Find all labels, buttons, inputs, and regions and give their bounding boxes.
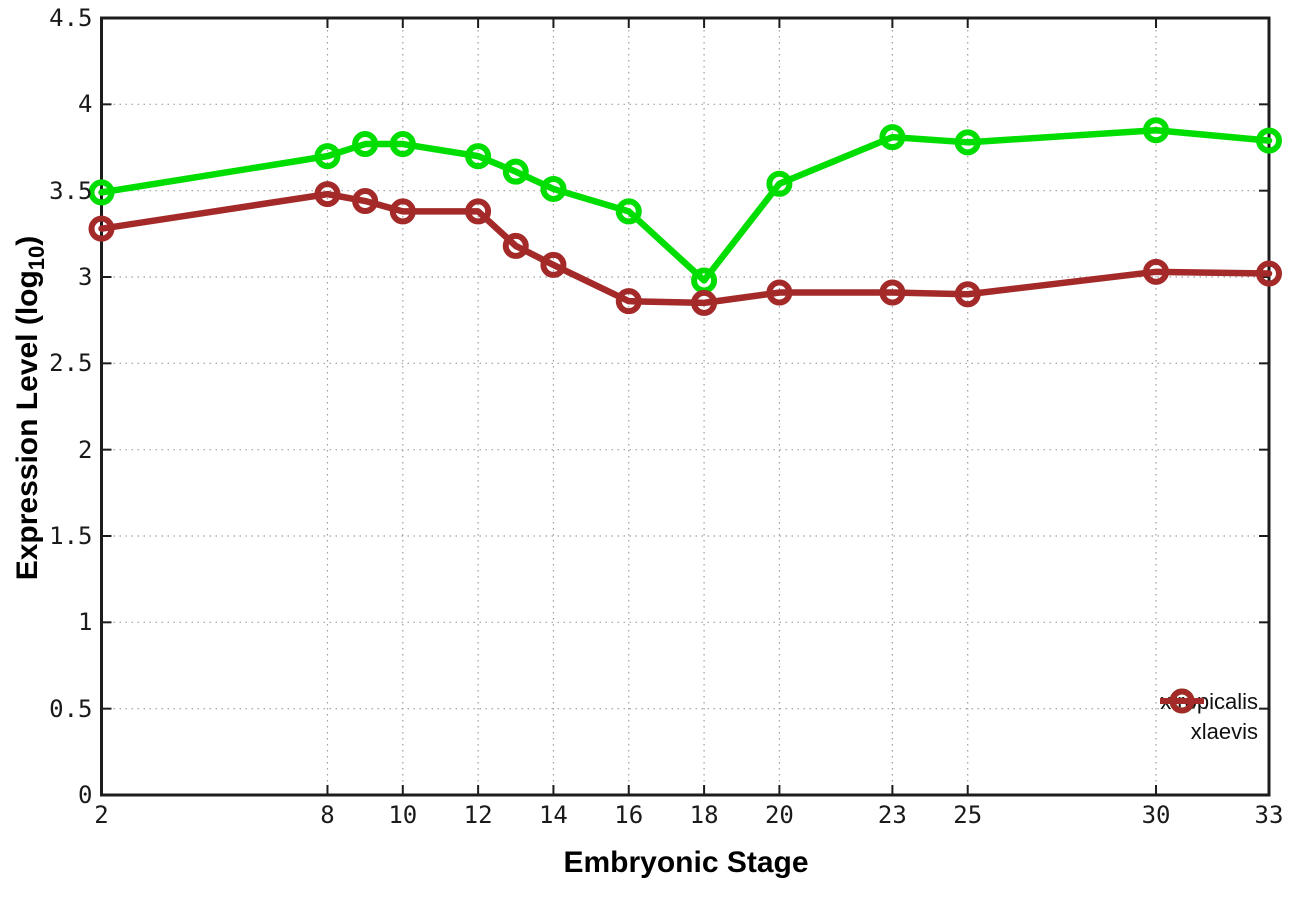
data-point-marker [766, 170, 793, 197]
tick-marks [100, 17, 1270, 796]
data-point-marker [954, 281, 981, 308]
data-point-marker [1256, 260, 1282, 287]
data-point-marker [352, 131, 379, 158]
x-tick-label: 2 [94, 801, 109, 829]
data-point-marker [352, 188, 379, 215]
y-axis-title-close: ) [11, 235, 44, 246]
data-point-marker [879, 279, 906, 306]
y-tick-label: 2 [78, 435, 93, 464]
data-point-marker [879, 124, 906, 151]
data-point-marker [766, 279, 793, 306]
series-line-xtropicalis [98, 126, 1273, 284]
x-axis-title: Embryonic Stage [563, 846, 809, 879]
legend: xtropicalis xlaevis [1160, 687, 1258, 747]
legend-marker-xlaevis-icon [1160, 688, 1205, 714]
series-xtropicalis [88, 117, 1282, 294]
x-tick-label: 20 [764, 801, 794, 829]
y-tick-label: 1 [78, 608, 93, 637]
data-point-marker [615, 198, 642, 225]
plot-border [100, 16, 1271, 797]
data-point-marker [314, 181, 341, 208]
series-xlaevis [88, 181, 1282, 316]
y-tick-label: 3 [78, 263, 93, 291]
x-tick-label: 14 [538, 801, 568, 829]
data-point-marker [1256, 127, 1282, 154]
data-point-marker [1143, 117, 1170, 144]
y-tick-label: 0 [78, 781, 93, 809]
data-point-marker [540, 175, 567, 202]
x-tick-label: 10 [388, 801, 418, 829]
data-point-marker [389, 198, 416, 225]
x-tick-label: 18 [689, 801, 719, 829]
data-point-marker [502, 158, 529, 185]
legend-row-xlaevis: xlaevis [1160, 688, 1258, 747]
data-point-marker [691, 289, 718, 316]
data-point-marker [465, 143, 492, 170]
y-tick-label: 0.5 [49, 694, 93, 723]
x-tick-label: 16 [614, 801, 644, 829]
y-axis-title-subscript: 10 [24, 245, 49, 271]
data-point-marker [88, 215, 115, 242]
data-point-marker [954, 129, 981, 156]
legend-label-xlaevis: xlaevis [1190, 719, 1258, 744]
y-axis-title-text: Expression Level (log [11, 270, 44, 581]
y-tick-label: 2.5 [49, 349, 93, 378]
x-tick-label: 8 [320, 801, 335, 829]
x-tick-label: 33 [1254, 801, 1284, 829]
y-tick-label: 4.5 [49, 4, 93, 32]
y-tick-label: 3.5 [49, 176, 93, 205]
data-point-marker [540, 251, 567, 278]
legend-label-xtropicalis: xtropicalis [1160, 689, 1258, 714]
x-tick-label: 23 [877, 801, 907, 829]
data-point-marker [465, 198, 492, 225]
y-tick-label: 4 [78, 90, 93, 119]
data-point-marker [314, 143, 341, 170]
data-point-marker [1143, 258, 1170, 285]
x-tick-label: 25 [953, 801, 983, 829]
x-tick-label: 30 [1141, 801, 1171, 829]
series-line-xlaevis [98, 190, 1273, 307]
data-point-marker [88, 179, 115, 206]
x-tick-label: 12 [463, 801, 493, 829]
y-axis-title: Expression Level (log10) [11, 235, 49, 581]
y-tick-label: 1.5 [49, 522, 93, 550]
data-point-marker [389, 131, 416, 158]
data-point-marker [615, 288, 642, 315]
gridlines [101, 18, 1269, 795]
data-point-marker [502, 232, 529, 259]
